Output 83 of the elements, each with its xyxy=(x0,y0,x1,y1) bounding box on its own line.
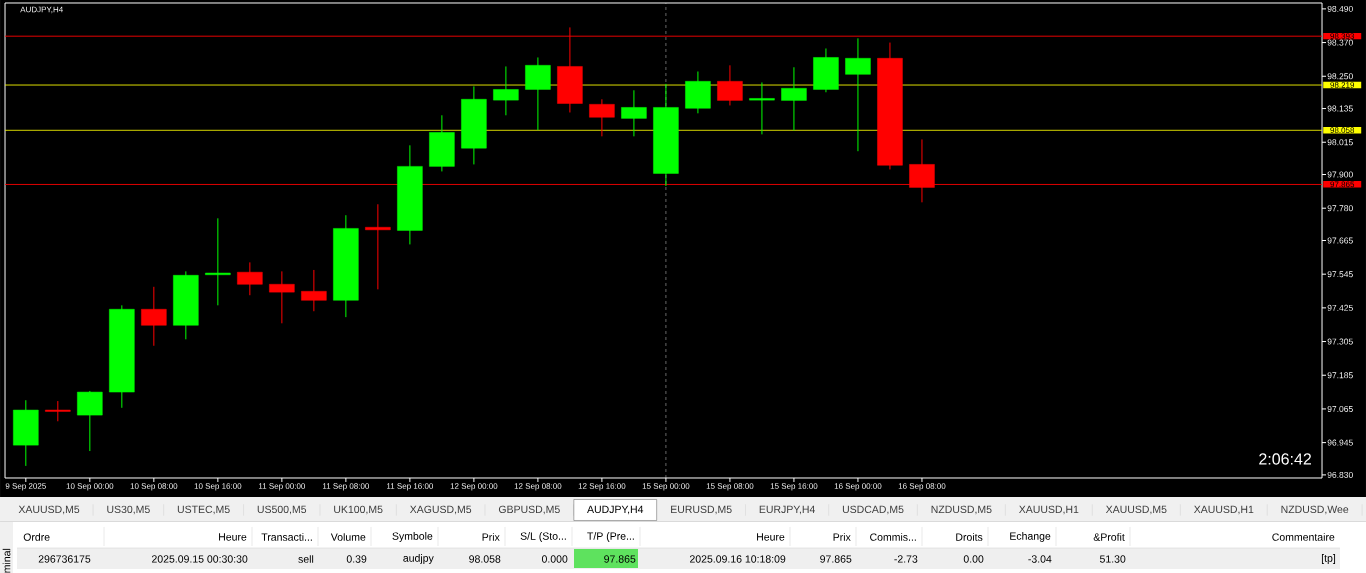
text: GBPUSD,M5 xyxy=(498,505,560,515)
text: -2.73 xyxy=(894,555,918,563)
y-tick-label: 98.370 xyxy=(1327,39,1353,46)
y-tick-label: 97.065 xyxy=(1327,405,1353,412)
text: 97.865 xyxy=(820,555,852,563)
text: 296736175 xyxy=(38,555,91,563)
ref-line-label: 97.865 xyxy=(1330,181,1355,188)
annotation: 2:06:42 xyxy=(1259,453,1311,465)
text: [tp] xyxy=(1321,554,1336,564)
text: USTEC,M5 xyxy=(177,505,230,515)
text: 0.00 xyxy=(963,555,984,563)
text: minal xyxy=(2,548,11,573)
category-label: Heure xyxy=(757,533,785,541)
text: AUDJPY,H4 xyxy=(587,505,644,515)
ref-line-label: 98.219 xyxy=(1330,82,1355,88)
x-tick-label: 10 Sep 08:00 xyxy=(130,483,178,491)
category-label: Ordre xyxy=(23,533,50,541)
x-tick-label: 15 Sep 16:00 xyxy=(770,483,818,491)
text: 0.000 xyxy=(541,555,568,563)
y-tick-label: 97.185 xyxy=(1327,372,1353,379)
y-tick-label: 97.780 xyxy=(1327,205,1353,212)
category-label: Commis... xyxy=(870,533,916,541)
text: XAUUSD,H1 xyxy=(1193,505,1254,515)
y-tick-label: 97.665 xyxy=(1327,237,1353,244)
category-label: Heure xyxy=(219,533,247,541)
y-tick-label: 97.425 xyxy=(1327,304,1353,311)
category-label: Commentaire xyxy=(1272,533,1335,541)
x-tick-label: 11 Sep 16:00 xyxy=(386,483,434,491)
x-tick-label: 16 Sep 00:00 xyxy=(834,483,882,491)
text: EURJPY,H4 xyxy=(759,505,815,515)
text: XAUUSD,M5 xyxy=(18,505,80,515)
y-tick-label: 96.945 xyxy=(1327,439,1353,446)
x-tick-label: 10 Sep 00:00 xyxy=(66,483,114,491)
text: 51.30 xyxy=(1099,555,1126,563)
text: UK100,M5 xyxy=(334,505,383,515)
category-label: Transacti... xyxy=(261,533,312,541)
y-tick-label: 97.545 xyxy=(1327,271,1353,278)
text: US30,M5 xyxy=(107,505,150,515)
text: US500,M5 xyxy=(257,505,307,515)
x-tick-label: 11 Sep 00:00 xyxy=(258,483,306,491)
category-label: &Profit xyxy=(1093,533,1125,541)
text: 2025.09.16 10:18:09 xyxy=(690,555,786,563)
x-tick-label: 11 Sep 08:00 xyxy=(322,483,370,491)
text: NZDUSD,M5 xyxy=(931,505,992,515)
category-label: Volume xyxy=(330,533,366,541)
x-tick-label: 16 Sep 08:00 xyxy=(898,483,946,491)
text: NZDUSD,Wee xyxy=(1281,505,1349,515)
x-tick-label: 12 Sep 08:00 xyxy=(514,483,562,491)
text: XAUUSD,H1 xyxy=(1019,505,1079,515)
x-tick-label: 9 Sep 2025 xyxy=(5,483,46,491)
x-tick-label: 15 Sep 08:00 xyxy=(706,483,754,491)
category-label: T/P (Pre... xyxy=(587,532,634,542)
x-tick-label: 10 Sep 16:00 xyxy=(194,483,242,491)
y-tick-label: 98.015 xyxy=(1327,139,1353,146)
y-tick-label: 98.250 xyxy=(1327,73,1353,80)
chart-title: AUDJPY,H4 xyxy=(20,6,63,14)
y-tick-label: 98.490 xyxy=(1327,5,1353,12)
text: 0.39 xyxy=(346,555,367,563)
category-label: Prix xyxy=(482,533,500,541)
text: XAUUSD,M5 xyxy=(1105,505,1167,515)
text: 2025.09.15 00:30:30 xyxy=(152,555,248,563)
category-label: S/L (Sto... xyxy=(520,532,566,542)
ref-line-label: 98.393 xyxy=(1330,33,1355,39)
category-label: Droits xyxy=(956,533,983,541)
x-tick-label: 15 Sep 00:00 xyxy=(642,483,690,491)
text: EURUSD,M5 xyxy=(671,505,732,515)
text: -3.04 xyxy=(1028,555,1052,563)
category-label: Prix xyxy=(833,533,851,541)
text: 98.058 xyxy=(469,555,501,563)
y-tick-label: 97.305 xyxy=(1327,338,1353,345)
y-tick-label: 96.830 xyxy=(1327,471,1353,478)
text: sell xyxy=(298,555,314,563)
x-tick-label: 12 Sep 00:00 xyxy=(450,483,498,491)
ref-line-label: 98.058 xyxy=(1330,127,1355,133)
text: audjpy xyxy=(403,554,434,564)
category-label: Symbole xyxy=(392,532,433,542)
y-tick-label: 98.135 xyxy=(1327,105,1353,112)
y-tick-label: 97.900 xyxy=(1327,171,1353,178)
category-label: Echange xyxy=(1010,532,1051,542)
text: XAGUSD,M5 xyxy=(409,505,472,515)
x-tick-label: 12 Sep 16:00 xyxy=(578,483,626,491)
text: USDCAD,M5 xyxy=(842,505,904,515)
text: 97.865 xyxy=(604,555,636,563)
